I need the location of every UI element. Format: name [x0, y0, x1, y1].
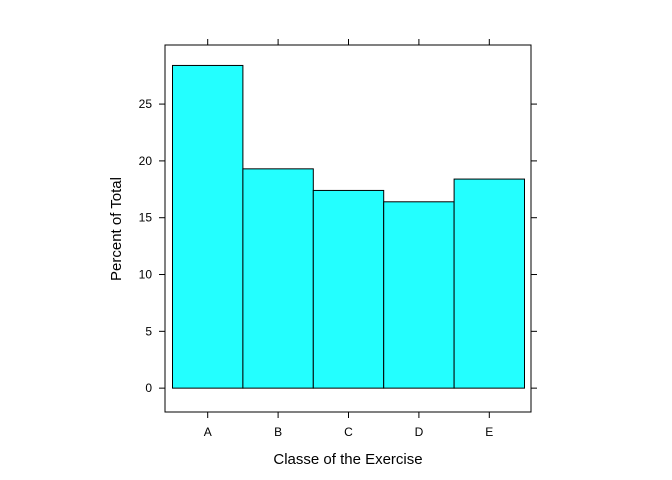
y-tick-label-25: 25: [139, 97, 153, 111]
x-tick-label-b: B: [274, 425, 282, 439]
y-tick-label-20: 20: [139, 154, 153, 168]
bars-group: [172, 64, 526, 389]
y-ticks-group: 0 5 10 15 20 25: [139, 97, 537, 395]
bar-b: [242, 168, 314, 389]
y-tick-label-0: 0: [145, 381, 152, 395]
x-tick-label-a: A: [204, 425, 212, 439]
x-tick-label-c: C: [344, 425, 353, 439]
bar-d: [383, 201, 455, 389]
bar-e: [453, 178, 526, 389]
y-tick-label-5: 5: [145, 324, 152, 338]
bar-a: [172, 64, 244, 389]
y-tick-label-15: 15: [139, 211, 153, 225]
x-axis-label: Classe of the Exercise: [273, 451, 422, 468]
x-tick-label-e: E: [485, 425, 493, 439]
y-axis-label: Percent of Total: [108, 177, 125, 281]
x-ticks-group: A B C D E: [204, 39, 493, 439]
x-tick-label-d: D: [415, 425, 424, 439]
bar-c: [312, 189, 385, 389]
y-tick-label-10: 10: [139, 268, 153, 282]
